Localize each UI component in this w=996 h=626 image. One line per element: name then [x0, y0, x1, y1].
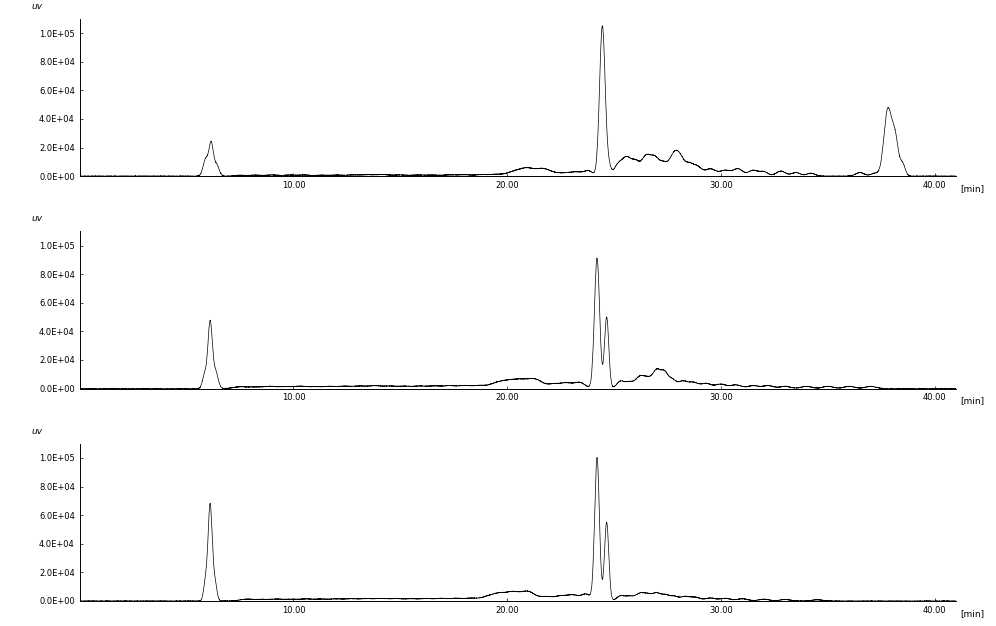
Text: uv: uv	[32, 214, 43, 223]
Text: [min]: [min]	[960, 184, 985, 193]
Text: uv: uv	[32, 2, 43, 11]
Text: uv: uv	[32, 427, 43, 436]
Text: [min]: [min]	[960, 609, 985, 618]
Text: [min]: [min]	[960, 396, 985, 406]
